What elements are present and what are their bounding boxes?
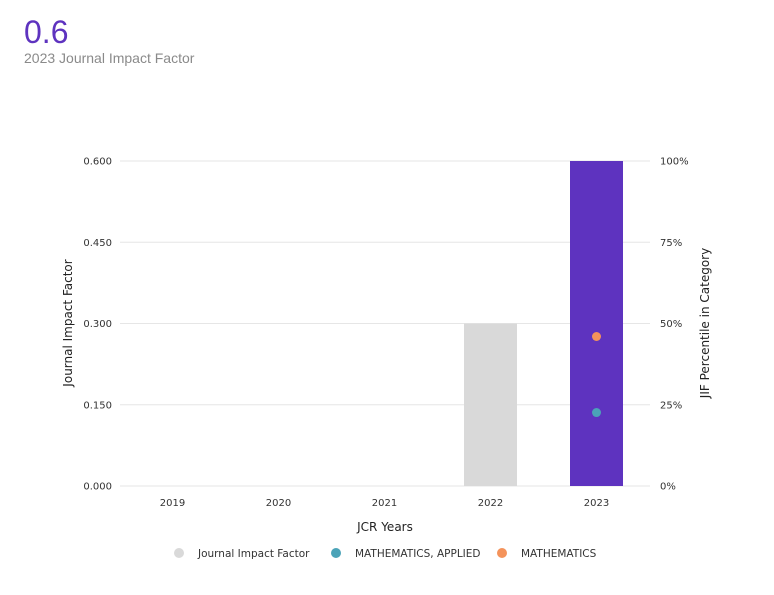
x-tick-label: 2023 [584,498,609,509]
y2-tick-label: 75% [660,238,682,249]
x-tick-label: 2021 [372,498,397,509]
x-tick-label: 2019 [160,498,185,509]
y2-axis-title: JIF Percentile in Category [698,248,712,399]
legend-marker [497,548,507,558]
y2-tick-label: 50% [660,319,682,330]
impact-factor-subtitle: 2023 Journal Impact Factor [24,50,195,66]
legend-marker [174,548,184,558]
gridlines [120,160,650,487]
y-tick-label: 0.150 [83,400,112,411]
x-tick-label: 2020 [266,498,291,509]
right-axis: 0% 25% 50% 75% 100% [660,157,689,493]
legend-label: MATHEMATICS [521,548,597,560]
legend-label: Journal Impact Factor [197,548,310,560]
y-tick-label: 0.450 [83,238,112,249]
x-axis: 2019 2020 2021 2022 2023 [160,498,609,509]
legend-marker [331,548,341,558]
y-tick-label: 0.000 [83,482,112,493]
legend: Journal Impact Factor MATHEMATICS, APPLIE… [174,548,597,560]
percentile-point-mathematics-applied-2023[interactable] [592,408,601,418]
percentile-point-mathematics-2023[interactable] [592,332,601,341]
x-axis-title: JCR Years [356,520,413,534]
y2-tick-label: 25% [660,400,682,411]
impact-factor-value: 0.6 [24,14,69,50]
legend-item[interactable]: MATHEMATICS, APPLIED [331,548,481,560]
left-axis: 0.000 0.150 0.300 0.450 0.600 [83,157,112,493]
x-tick-label: 2022 [478,498,503,509]
legend-item[interactable]: Journal Impact Factor [174,548,310,560]
y-axis-title: Journal Impact Factor [61,259,75,387]
legend-label: MATHEMATICS, APPLIED [355,548,481,560]
legend-item[interactable]: MATHEMATICS [497,548,597,560]
y2-tick-label: 0% [660,482,676,493]
y-tick-label: 0.300 [83,319,112,330]
y2-tick-label: 100% [660,157,689,168]
header: 0.6 2023 Journal Impact Factor [24,14,194,66]
percentile-points [592,332,601,418]
jif-bar-2023[interactable] [570,161,623,486]
y-tick-label: 0.600 [83,157,112,168]
bars [464,161,623,486]
jif-bar-2022[interactable] [464,323,517,487]
